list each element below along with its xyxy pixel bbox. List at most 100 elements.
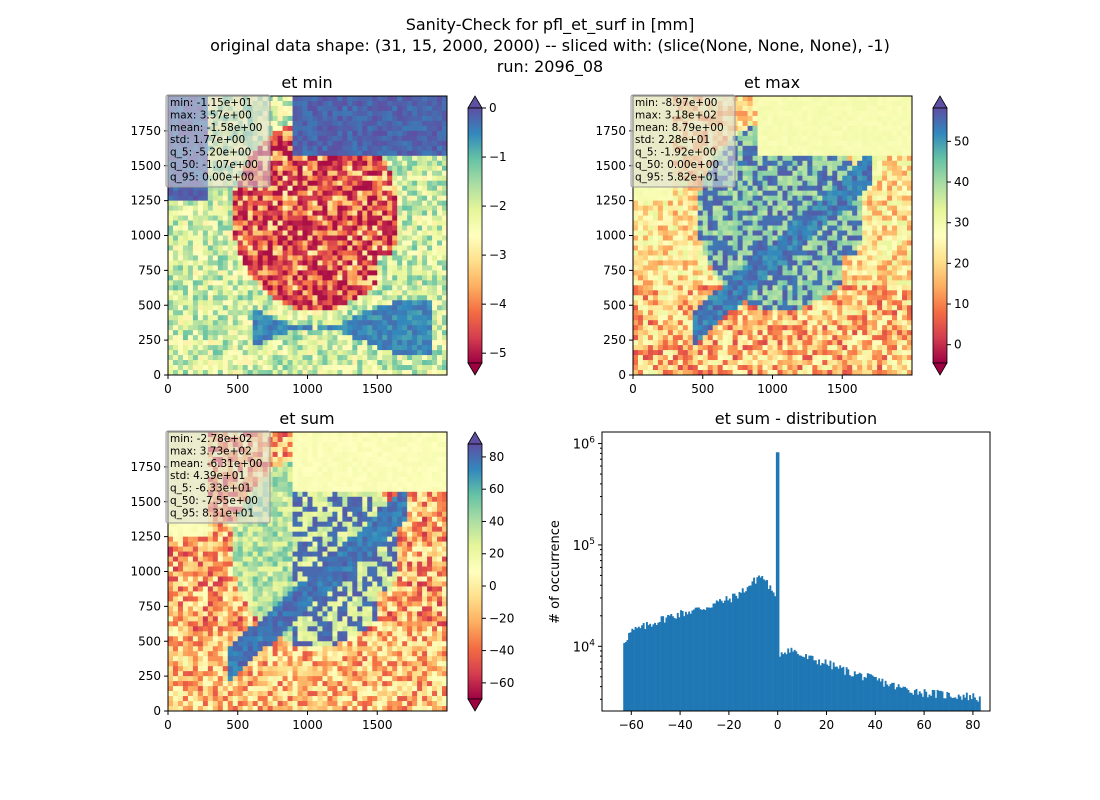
heatmap-cell (707, 295, 714, 301)
heatmap-cell (277, 230, 283, 236)
heatmap-cell (252, 270, 259, 276)
heatmap-cell (397, 330, 403, 336)
heatmap-cell (657, 335, 664, 341)
heatmap-cell (197, 325, 204, 331)
heatmap-cell (182, 225, 189, 231)
heatmap-cell (172, 295, 179, 301)
heatmap-cell (297, 110, 303, 117)
heatmap-cell (727, 280, 734, 286)
heatmap-cell (407, 255, 413, 261)
heatmap-cell (657, 210, 664, 216)
heatmap-cell (367, 275, 373, 281)
heatmap-cell (642, 210, 649, 216)
heatmap-cell (667, 330, 674, 336)
heatmap-cell (437, 325, 443, 331)
heatmap-cell (312, 210, 318, 216)
heatmap-cell (697, 250, 704, 256)
heatmap-cell (637, 240, 644, 246)
heatmap-cell (742, 180, 748, 187)
heatmap-cell (272, 265, 279, 271)
heatmap-cell (222, 320, 229, 326)
heatmap-cell (677, 290, 684, 296)
heatmap-cell (387, 365, 393, 371)
heatmap-cell (352, 295, 358, 301)
heatmap-cell (257, 185, 264, 192)
heatmap-cell (312, 335, 318, 341)
heatmap-cell (442, 275, 448, 281)
heatmap-cell (352, 130, 358, 137)
heatmap-cell (397, 295, 403, 301)
heatmap-cell (637, 250, 644, 256)
stats-line: std: 1.77e+00 (170, 134, 245, 146)
heatmap-cell (782, 135, 788, 142)
heatmap-cell (637, 245, 644, 251)
heatmap-cell (342, 305, 348, 311)
heatmap-cell (633, 240, 639, 246)
heatmap-cell (282, 365, 288, 371)
heatmap-cell (297, 265, 303, 271)
heatmap-cell (742, 240, 748, 246)
heatmap-cell (372, 265, 378, 271)
heatmap-cell (387, 125, 393, 132)
heatmap-cell (372, 175, 378, 182)
heatmap-cell (742, 130, 748, 137)
heatmap-cell (207, 245, 214, 251)
heatmap-cell (762, 110, 768, 117)
heatmap-cell (717, 300, 724, 306)
heatmap-cell (352, 220, 358, 226)
heatmap-cell (757, 345, 763, 351)
heatmap-cell (362, 320, 368, 326)
heatmap-cell (362, 335, 368, 341)
heatmap-cell (277, 260, 283, 266)
heatmap-cell (207, 370, 214, 376)
heatmap-cell (247, 320, 254, 326)
heatmap-cell (287, 270, 293, 276)
heatmap-cell (297, 100, 303, 107)
heatmap-cell (362, 260, 368, 266)
heatmap-cell (312, 225, 318, 231)
heatmap-cell (292, 120, 298, 127)
heatmap-cell (212, 290, 219, 296)
heatmap-cell (202, 235, 209, 241)
heatmap-cell (327, 340, 333, 346)
heatmap-cell (767, 250, 773, 256)
heatmap-cell (342, 230, 348, 236)
heatmap-cell (402, 310, 408, 316)
heatmap-cell (312, 155, 318, 162)
heatmap-cell (168, 335, 174, 341)
heatmap-cell (367, 355, 373, 361)
heatmap-cell (672, 250, 679, 256)
heatmap-cell (372, 335, 378, 341)
heatmap-cell (192, 280, 199, 286)
heatmap-cell (222, 200, 229, 207)
heatmap-cell (417, 225, 423, 231)
heatmap-cell (422, 170, 428, 177)
heatmap-cell (397, 255, 403, 261)
heatmap-cell (297, 205, 303, 211)
heatmap-cell (677, 270, 684, 276)
heatmap-cell (342, 120, 348, 127)
heatmap-cell (692, 280, 699, 286)
heatmap-cell (217, 255, 224, 261)
heatmap-cell (657, 250, 664, 256)
heatmap-cell (292, 100, 298, 107)
heatmap-cell (322, 180, 328, 187)
heatmap-cell (347, 230, 353, 236)
heatmap-cell (417, 100, 423, 107)
heatmap-cell (392, 260, 398, 266)
heatmap-cell (192, 330, 199, 336)
heatmap-cell (412, 280, 418, 286)
heatmap-cell (357, 165, 363, 172)
heatmap-cell (342, 210, 348, 216)
heatmap-cell (767, 280, 773, 286)
heatmap-cell (252, 230, 259, 236)
heatmap-cell (227, 255, 234, 261)
heatmap-cell (192, 290, 199, 296)
heatmap-cell (207, 280, 214, 286)
heatmap-cell (237, 370, 244, 376)
heatmap-cell (377, 215, 383, 221)
heatmap-cell (192, 265, 199, 271)
heatmap-cell (337, 235, 343, 241)
heatmap-cell (222, 345, 229, 351)
heatmap-cell (382, 140, 388, 147)
